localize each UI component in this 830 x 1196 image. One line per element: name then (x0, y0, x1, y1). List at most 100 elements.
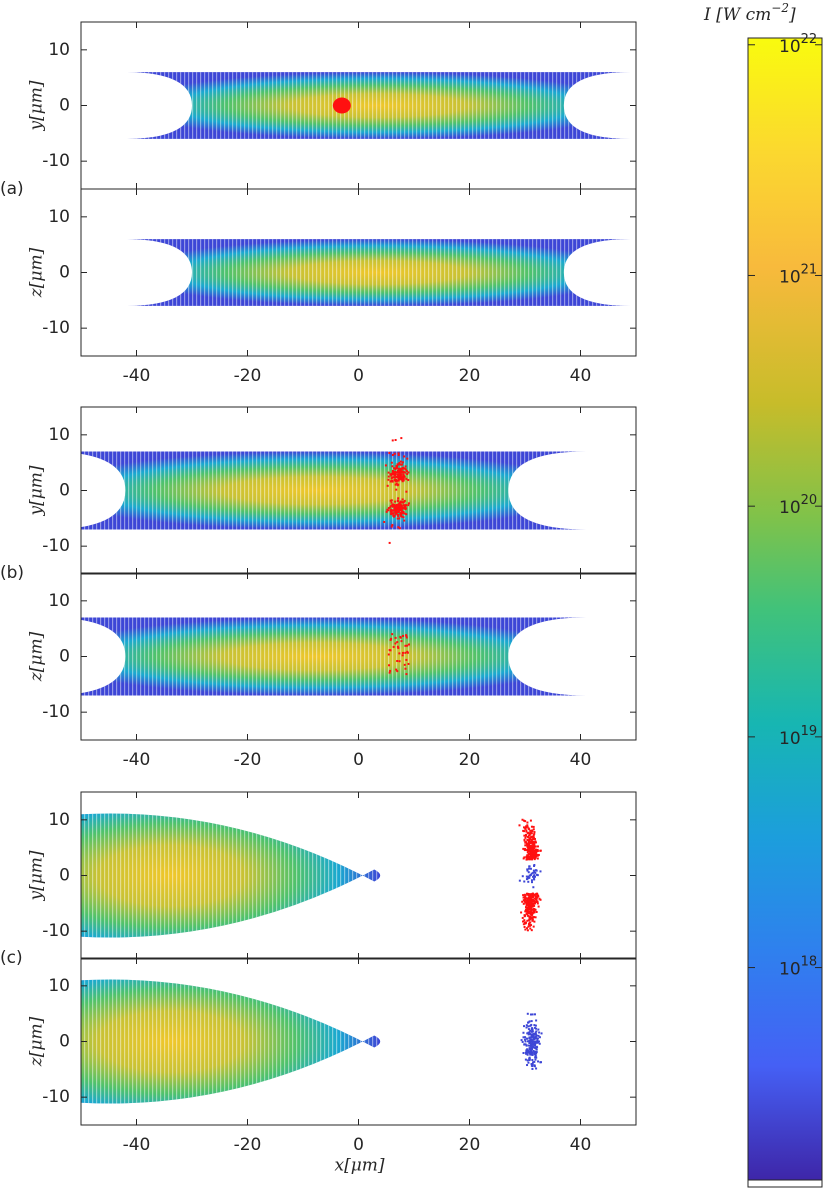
particle (532, 1061, 535, 1064)
particle (397, 453, 400, 456)
particle (522, 902, 525, 905)
particle (526, 911, 529, 914)
particle (536, 1041, 539, 1044)
particle (407, 643, 410, 646)
particle (537, 895, 540, 898)
particle (405, 673, 408, 676)
particle (528, 846, 531, 849)
particle (531, 1027, 534, 1030)
particle (525, 899, 528, 902)
particle (401, 461, 404, 464)
panel: -10 0 10 -40 -20 0 20 40 z[μm] (c) (0, 948, 637, 1155)
particle (402, 634, 405, 637)
colorbar-title: I [W cm−2] (703, 1, 796, 25)
particle (527, 827, 530, 830)
particle (398, 501, 401, 504)
particle (395, 465, 398, 468)
particle (521, 916, 524, 919)
particle (530, 845, 533, 848)
particle (532, 852, 535, 855)
particle (397, 479, 400, 482)
particle (530, 1042, 533, 1045)
particle (403, 504, 406, 507)
particle (523, 919, 526, 922)
particle (390, 510, 393, 513)
particle (406, 457, 409, 460)
particle (528, 1047, 531, 1050)
particle (402, 473, 405, 476)
particle (535, 900, 538, 903)
particle (403, 467, 406, 470)
panel: -10 0 10y[μm] (27, 21, 637, 190)
panel-label: (b) (0, 563, 24, 583)
particle (401, 477, 404, 480)
particle (527, 1061, 530, 1064)
particle (402, 479, 405, 482)
particle (535, 1052, 538, 1055)
particle (390, 472, 393, 475)
particle (533, 837, 536, 840)
particle (533, 871, 536, 874)
particle (399, 636, 402, 639)
particle (534, 908, 537, 911)
particle (532, 1034, 535, 1037)
particle (525, 927, 528, 930)
particle (407, 471, 410, 474)
particle (531, 829, 534, 832)
particle (535, 1019, 538, 1022)
particle (396, 463, 399, 466)
particle (407, 502, 410, 505)
particle (402, 477, 405, 480)
particle (405, 470, 408, 473)
particle (530, 848, 533, 851)
particle (528, 876, 531, 879)
particle (531, 1043, 534, 1046)
particle (526, 868, 529, 871)
particle (522, 1036, 525, 1039)
particle (524, 1040, 527, 1043)
particle (534, 840, 537, 843)
particle (525, 1049, 528, 1052)
particle (526, 1012, 529, 1015)
particle (402, 516, 405, 519)
particle (404, 504, 407, 507)
particle (534, 1024, 537, 1027)
particle (398, 509, 401, 512)
particle (394, 474, 397, 477)
particle (533, 1013, 536, 1016)
particle (531, 881, 534, 884)
particle (528, 1031, 531, 1034)
panel: -10 0 10 -40 -20 0 20 40 z[μm] (b) (0, 563, 637, 770)
particle (399, 463, 402, 466)
pulse-stripes (81, 451, 587, 530)
particle (390, 479, 393, 482)
particle (397, 505, 400, 508)
particle (398, 476, 401, 479)
x-tick-label: 40 (570, 750, 592, 770)
particle (388, 649, 391, 652)
particle (535, 1030, 538, 1033)
particle (536, 1039, 539, 1042)
particle (407, 504, 410, 507)
particle (534, 895, 537, 898)
particle (538, 1031, 541, 1034)
colorbar-tick-label: 1019 (779, 723, 817, 749)
x-tick-label: -20 (234, 366, 262, 386)
particle (531, 1051, 534, 1054)
particle (399, 513, 402, 516)
particle (528, 902, 531, 905)
particle (520, 1039, 523, 1042)
particle (529, 916, 532, 919)
particle (533, 920, 536, 923)
particle (396, 641, 399, 644)
particle (403, 663, 406, 666)
panel-label: (a) (0, 179, 24, 199)
plot-area (81, 813, 542, 938)
particle (387, 507, 390, 510)
particle (532, 925, 535, 928)
particle (535, 854, 538, 857)
particle (400, 640, 403, 643)
particle (526, 909, 529, 912)
x-tick-label: 0 (353, 366, 364, 386)
